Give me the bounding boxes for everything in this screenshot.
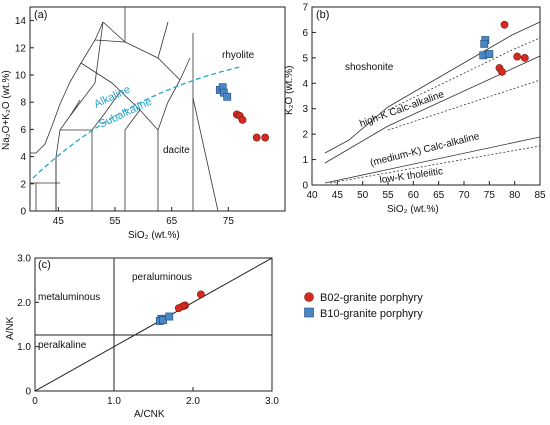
panel-c-x-tick-label: 1.0 xyxy=(107,396,121,407)
panel-a-grid-lines xyxy=(30,7,219,211)
panel-c-x-tick-label: 2.0 xyxy=(186,396,200,407)
panel-a-y-tick-label: 4 xyxy=(20,152,26,163)
panel-c-field-peralkaline: peralkaline xyxy=(38,340,87,351)
panel-a-y-tick-label: 0 xyxy=(20,207,26,218)
panel-b-x-tick-label: 50 xyxy=(357,190,369,201)
panel-a-field-dacite: dacite xyxy=(163,145,190,156)
panel-a-alkaline-boundary xyxy=(32,66,241,179)
panel-b-x-tick-label: 45 xyxy=(332,190,344,201)
panel-a-x-tick-label: 55 xyxy=(109,216,121,227)
panel-a-points xyxy=(215,83,270,142)
panel-a-x-tick-label: 65 xyxy=(166,216,178,227)
panel-b-x-tick-label: 60 xyxy=(408,190,420,201)
panel-c-y-tick-label: 3.0 xyxy=(17,254,31,265)
panel-c-y-tick-label: 1.0 xyxy=(17,342,31,353)
panel-a-x-ticks: 45 55 65 75 xyxy=(53,207,235,227)
panel-a-x-tick-label: 45 xyxy=(53,216,65,227)
panel-b-x-tick-label: 40 xyxy=(306,190,318,201)
panel-c-points xyxy=(155,290,205,325)
panel-b-b02-point xyxy=(498,67,506,76)
panel-b-x-tick-label: 70 xyxy=(458,190,470,201)
panel-a-b02-point xyxy=(261,133,270,142)
panel-c-x-axis-label: A/CNK xyxy=(134,409,165,420)
panel-b-dotted-lines xyxy=(329,37,540,184)
panel-b-y-tick-label: 0 xyxy=(302,181,308,192)
panel-a-y-tick-label: 12 xyxy=(15,43,27,54)
panel-c-y-ticks: 0 1.0 2.0 3.0 xyxy=(17,254,39,398)
panel-b-field-high-k: high-K Calc-alkaline xyxy=(358,89,446,130)
panel-c-divider-lines xyxy=(35,258,272,391)
panel-c-frame xyxy=(34,257,273,392)
panel-c-b10-point xyxy=(165,312,174,321)
legend-marker-b10 xyxy=(304,307,314,318)
panel-b-field-shoshonite: shoshonite xyxy=(345,62,394,73)
panel-b-y-tick-label: 4 xyxy=(302,79,308,90)
panel-b-x-tick-label: 85 xyxy=(534,190,546,201)
panel-b-b10-point xyxy=(480,39,489,48)
panel-a-field-rhyolite: rhyolite xyxy=(222,50,255,61)
panel-b-x-tick-label: 65 xyxy=(433,190,445,201)
panel-a-frame xyxy=(29,6,286,212)
panel-b-b02-point xyxy=(520,53,529,62)
panel-b-y-tick-label: 6 xyxy=(302,28,308,39)
panel-c: 0 1.0 2.0 3.0 0 1.0 2.0 3.0 (c) metaluminous p… xyxy=(5,254,279,421)
panel-a-x-tick-label: 75 xyxy=(223,216,235,227)
panel-b-y-ticks: 0 1 2 3 4 5 6 7 xyxy=(302,3,316,192)
panel-a-y-tick-label: 10 xyxy=(15,71,27,82)
panel-a: 45 55 65 75 0 2 4 6 8 10 12 14 (a) rhyolite dacite… xyxy=(1,6,286,241)
panel-b-y-tick-label: 1 xyxy=(302,155,308,166)
legend: B02-granite porphyry B10-granite porphyr… xyxy=(304,292,423,320)
panel-a-b02-point xyxy=(238,115,247,124)
panel-c-y-tick-label: 2.0 xyxy=(17,298,31,309)
panel-b-frame xyxy=(311,6,541,186)
panel-a-y-ticks: 0 2 4 6 8 10 12 14 xyxy=(15,16,34,218)
panel-b-x-tick-label: 80 xyxy=(509,190,521,201)
panel-b-x-axis-label: SiO₂ (wt.%) xyxy=(387,204,439,215)
panel-b-y-tick-label: 7 xyxy=(302,3,308,14)
panel-c-b02-point xyxy=(196,290,205,299)
panel-a-b02-point xyxy=(252,133,261,142)
panel-c-x-tick-label: 0 xyxy=(32,396,38,407)
panel-b-boundary-lines xyxy=(324,21,540,184)
legend-marker-b02 xyxy=(304,292,314,302)
panel-b-y-tick-label: 2 xyxy=(302,130,308,141)
panel-a-label: (a) xyxy=(34,9,47,21)
panel-c-x-ticks: 0 1.0 2.0 3.0 xyxy=(32,387,279,407)
panel-a-y-tick-label: 6 xyxy=(20,125,26,136)
panel-b-b02-point xyxy=(513,52,522,61)
panel-b-points xyxy=(479,20,529,76)
panel-b-y-tick-label: 5 xyxy=(302,53,308,64)
panel-b-x-tick-label: 55 xyxy=(382,190,394,201)
panel-c-label: (c) xyxy=(38,259,51,271)
panel-b-b10-point xyxy=(485,50,494,58)
panel-a-b10-point xyxy=(223,92,232,101)
panel-c-y-tick-label: 0 xyxy=(25,387,31,398)
panel-a-y-axis-label: Na₂O+K₂O (wt.%) xyxy=(1,70,12,150)
panel-c-b02-point xyxy=(174,304,183,312)
panel-b-y-tick-label: 3 xyxy=(302,104,308,115)
panel-b-b02-point xyxy=(500,20,509,29)
panel-c-field-peraluminous: peraluminous xyxy=(132,272,192,283)
panel-a-y-tick-label: 2 xyxy=(20,179,26,190)
panel-b-label: (b) xyxy=(316,9,329,21)
panel-a-x-axis-label: SiO₂ (wt.%) xyxy=(128,230,180,241)
legend-label-b10: B10-granite porphyry xyxy=(320,308,423,320)
panel-c-field-metaluminous: metaluminous xyxy=(38,292,100,303)
panel-b-x-tick-label: 75 xyxy=(484,190,496,201)
panel-a-y-tick-label: 8 xyxy=(20,98,26,109)
panel-b-x-ticks: 40 45 50 55 60 65 70 75 80 85 xyxy=(306,181,546,201)
panel-c-x-tick-label: 3.0 xyxy=(265,396,279,407)
panel-b-y-axis-label: K₂O (wt.%) xyxy=(284,66,295,115)
panel-a-y-tick-label: 14 xyxy=(15,16,27,27)
legend-label-b02: B02-granite porphyry xyxy=(320,292,423,304)
panel-c-y-axis-label: A/NK xyxy=(5,316,16,340)
panel-b-field-medium-k: (medium-K) Calc-alkaline xyxy=(369,131,481,169)
